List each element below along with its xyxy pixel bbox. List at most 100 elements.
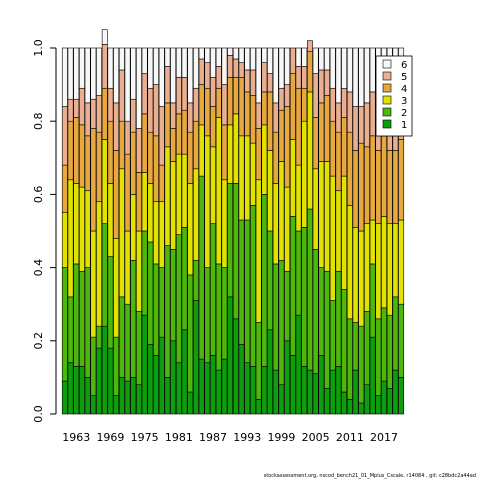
bar-segment-1999-s5 (278, 87, 285, 111)
bar-segment-1966-s2 (90, 336, 97, 397)
bar-segment-1973-s3 (130, 194, 137, 261)
bar-segment-1962-s4 (67, 120, 74, 181)
x-tick-label-2005: 2005 (302, 431, 330, 444)
bar-segment-1975-s5 (141, 73, 148, 115)
legend-box (375, 55, 413, 137)
bar-segment-1979-s1 (164, 377, 171, 415)
bar-segment-1990-s3 (227, 124, 234, 184)
bar-segment-1976-s3 (147, 183, 154, 243)
bar-segment-1971-s4 (118, 120, 125, 170)
bar-segment-2009-s6 (335, 47, 342, 104)
bar-segment-2019-s1 (392, 369, 399, 415)
bar-segment-1970-s5 (113, 102, 120, 151)
bar-segment-1989-s1 (221, 358, 228, 415)
bar-segment-1991-s3 (232, 113, 239, 184)
bar-segment-1974-s1 (136, 384, 142, 415)
bar-segment-1985-s6 (198, 47, 205, 60)
bar-segment-1976-s5 (147, 87, 154, 133)
bar-segment-2017-s3 (381, 216, 387, 309)
bar-segment-2011-s5 (346, 91, 353, 133)
bar-segment-2017-s1 (381, 380, 387, 415)
bar-segment-2014-s2 (364, 311, 370, 386)
bar-segment-1999-s6 (278, 47, 285, 89)
bar-segment-2006-s2 (318, 267, 325, 356)
bar-segment-1992-s3 (238, 135, 245, 221)
bar-segment-1984-s4 (193, 120, 199, 170)
bar-segment-2012-s4 (352, 150, 359, 228)
bar-segment-1984-s5 (193, 87, 199, 122)
bar-segment-2014-s6 (364, 47, 370, 104)
bar-segment-1968-s2 (101, 223, 108, 327)
bar-segment-1970-s2 (113, 336, 120, 397)
bar-segment-2019-s4 (392, 150, 399, 224)
bar-segment-2009-s1 (335, 366, 342, 415)
legend-swatch-4 (382, 83, 392, 93)
bar-segment-1993-s5 (244, 69, 251, 93)
bar-segment-1972-s1 (124, 380, 131, 415)
bar-segment-1977-s2 (153, 263, 159, 356)
bar-segment-2014-s3 (364, 223, 370, 312)
bar-segment-1992-s5 (238, 62, 245, 78)
bar-segment-1972-s5 (124, 120, 131, 155)
bar-segment-1997-s4 (267, 91, 273, 151)
bar-segment-2008-s4 (329, 120, 336, 177)
bar-segment-2003-s1 (301, 366, 308, 415)
bar-segment-1980-s5 (170, 102, 177, 129)
bar-segment-1984-s2 (193, 259, 199, 301)
bar-segment-1987-s5 (210, 76, 216, 107)
bar-segment-1981-s1 (175, 362, 182, 415)
bar-segment-1995-s2 (255, 322, 262, 400)
bar-segment-1993-s6 (244, 47, 251, 71)
bar-segment-1983-s3 (187, 183, 194, 276)
bar-segment-2012-s1 (352, 369, 359, 415)
bar-segment-1977-s1 (153, 355, 159, 415)
bar-segment-1961-s4 (61, 164, 68, 213)
bar-segment-2004-s1 (307, 369, 313, 415)
bar-segment-1979-s6 (164, 47, 171, 67)
bar-segment-1997-s3 (267, 150, 273, 232)
bar-segment-1972-s2 (124, 303, 131, 382)
bar-segment-2001-s2 (289, 216, 296, 356)
bar-segment-1993-s4 (244, 91, 251, 137)
bar-segment-1971-s6 (118, 47, 125, 71)
bar-segment-2005-s5 (312, 73, 319, 118)
bar-segment-1986-s5 (204, 62, 211, 89)
bar-segment-1963-s3 (73, 183, 80, 265)
bar-segment-1978-s2 (158, 267, 165, 338)
bar-segment-1967-s2 (96, 325, 102, 349)
bar-segment-2014-s4 (364, 146, 370, 224)
bar-segment-1969-s4 (107, 120, 114, 184)
bar-segment-2000-s1 (284, 340, 291, 415)
bar-segment-1976-s6 (147, 47, 154, 89)
bar-segment-1975-s1 (141, 314, 148, 415)
legend-label-1: 1 (401, 120, 407, 131)
y-tick-label-0.0: 0.0 (32, 405, 45, 423)
bar-segment-1990-s1 (227, 296, 234, 415)
bar-segment-2015-s3 (369, 219, 376, 265)
bar-segment-2005-s1 (312, 373, 319, 415)
bar-segment-1968-s5 (101, 44, 108, 89)
bar-segment-2014-s1 (364, 384, 370, 415)
bar-segment-1967-s5 (96, 95, 102, 133)
bar-segment-2009-s3 (335, 190, 342, 272)
bar-segment-1977-s6 (153, 47, 159, 85)
bar-segment-1986-s6 (204, 47, 211, 63)
bar-segment-2002-s6 (295, 47, 302, 67)
bar-segment-1966-s4 (90, 128, 97, 232)
bar-segment-1991-s5 (232, 58, 239, 78)
bar-segment-2002-s2 (295, 230, 302, 316)
legend-label-3: 3 (401, 96, 407, 107)
bar-segment-1990-s4 (227, 76, 234, 126)
bar-segment-1969-s3 (107, 183, 114, 257)
bar-segment-2015-s6 (369, 47, 376, 93)
bar-segment-1979-s5 (164, 66, 171, 104)
bar-segment-2007-s4 (324, 95, 330, 162)
bar-segment-2009-s4 (335, 131, 342, 192)
bar-segment-1987-s4 (210, 106, 216, 148)
bar-segment-2020-s1 (398, 377, 405, 415)
bar-segment-1981-s6 (175, 47, 182, 78)
bar-segment-1999-s1 (278, 384, 285, 415)
bar-segment-1995-s5 (255, 102, 262, 129)
bar-segment-1988-s6 (215, 47, 222, 67)
